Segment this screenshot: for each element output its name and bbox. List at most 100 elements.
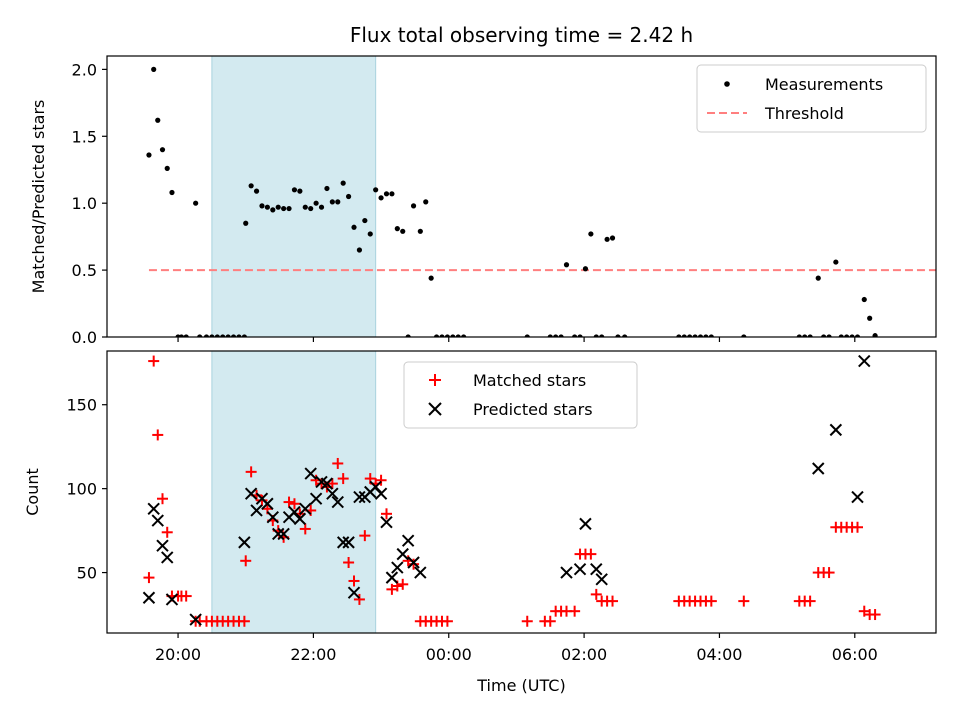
measurement-point: [286, 205, 292, 212]
y-tick-label: 50: [77, 564, 97, 583]
matched-star-point: [607, 595, 619, 607]
legend-label-threshold: Threshold: [764, 104, 844, 123]
measurement-point: [821, 334, 827, 337]
count-panel-frame: [106, 350, 937, 634]
predicted-star-point: [407, 556, 420, 569]
measurement-point: [203, 334, 210, 337]
predicted-star-point: [573, 563, 587, 576]
measurement-point: [708, 334, 714, 337]
predicted-star-point: [142, 591, 156, 604]
x-tick-label: 06:00: [832, 645, 878, 664]
count-y-axis-label: Count: [23, 468, 42, 516]
count-legend-box: [403, 361, 638, 429]
measurement-point: [692, 334, 698, 337]
predicted-star-point: [244, 487, 258, 500]
matched-star-point: [705, 595, 717, 607]
matched-star-point: [544, 615, 556, 627]
measurement-point: [183, 334, 189, 337]
predicted-star-point: [396, 547, 409, 561]
measurement-point: [220, 334, 226, 337]
measurement-point: [854, 334, 861, 337]
measurement-point: [356, 247, 363, 253]
matched-star-point: [332, 457, 344, 469]
measurement-point: [373, 187, 379, 193]
measurement-point: [796, 334, 802, 337]
matched-star-point: [337, 473, 349, 485]
predicted-star-point: [374, 487, 388, 500]
measurement-point: [297, 188, 303, 194]
matched-star-point: [152, 429, 164, 441]
x-tick-label: 20:00: [155, 645, 201, 664]
predicted-star-point: [560, 566, 573, 579]
matched-star-point: [441, 615, 453, 627]
matched-star-point: [585, 548, 597, 560]
matched-star-point: [256, 494, 268, 506]
measurement-point: [329, 199, 335, 205]
measurement-point: [703, 334, 709, 337]
predicted-star-point: [385, 571, 399, 584]
measurement-point: [622, 334, 628, 337]
y-tick-label: 100: [66, 480, 97, 499]
measurement-point: [547, 334, 553, 337]
measurement-point: [593, 334, 599, 337]
measurement-point: [563, 262, 570, 268]
measurement-point: [741, 334, 747, 337]
measurement-point: [193, 200, 199, 206]
legend-marker-matched: [429, 374, 441, 386]
measurement-point: [225, 334, 231, 337]
matched-star-point: [143, 572, 155, 584]
measurement-point: [400, 228, 406, 234]
y-tick-label: 2.0: [72, 60, 97, 79]
measurement-point: [444, 334, 450, 337]
predicted-star-point: [293, 512, 307, 526]
measurement-point: [405, 334, 411, 337]
matched-star-point: [375, 474, 387, 486]
legend-marker-measurements: [724, 81, 730, 87]
y-tick-label: 1.0: [72, 194, 97, 213]
matched-star-point: [804, 595, 816, 607]
predicted-star-point: [156, 539, 169, 552]
measurement-point: [524, 334, 530, 337]
x-axis-label: Time (UTC): [476, 676, 565, 695]
measurement-point: [553, 334, 559, 337]
measurement-point: [433, 334, 440, 337]
measurement-point: [389, 191, 395, 197]
measurement-point: [281, 205, 287, 212]
matched-star-point: [283, 496, 295, 508]
measurement-point: [351, 224, 357, 230]
ratio-panel: 0.00.51.01.52.0 Matched/Predicted stars …: [29, 55, 937, 347]
predicted-star-point: [266, 510, 280, 524]
measurement-point: [572, 334, 578, 337]
measurement-point: [241, 334, 247, 337]
measurement-point: [291, 187, 298, 193]
measurement-point: [362, 217, 368, 224]
legend-marker-predicted: [428, 402, 442, 416]
matched-star-point: [238, 615, 250, 627]
predicted-star-point: [238, 536, 251, 549]
measurement-point: [687, 334, 693, 337]
matched-star-point: [738, 595, 750, 607]
measurement-point: [676, 334, 682, 337]
matched-star-point: [348, 575, 360, 587]
measurement-point: [861, 296, 867, 303]
measurement-point: [345, 193, 352, 200]
measurement-point: [450, 334, 456, 337]
measurement-point: [236, 334, 242, 337]
predicted-star-point: [812, 462, 825, 475]
matched-star-point: [823, 567, 835, 579]
predicted-star-point: [277, 527, 290, 541]
measurement-point: [243, 220, 249, 226]
matched-star-point: [156, 493, 168, 505]
matched-star-point: [851, 521, 863, 533]
matched-star-point: [353, 593, 365, 605]
measurement-point: [428, 275, 434, 281]
predicted-star-point: [579, 517, 592, 531]
y-tick-label: 0.0: [72, 328, 97, 347]
predicted-star-point: [189, 613, 202, 626]
measurement-point: [214, 334, 220, 337]
predicted-star-point: [851, 490, 864, 504]
measurement-point: [159, 147, 166, 153]
predicted-star-point: [595, 573, 608, 586]
predicted-star-point: [304, 467, 317, 480]
